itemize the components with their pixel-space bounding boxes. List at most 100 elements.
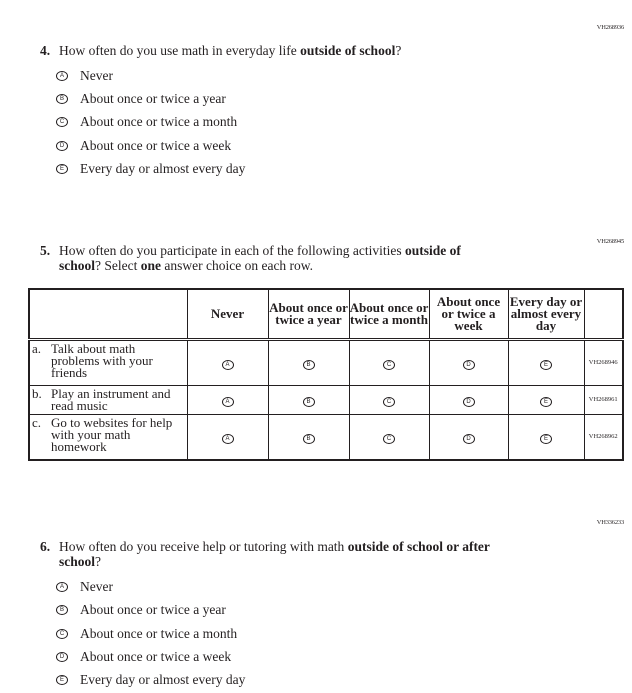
answer-option[interactable]: C About once or twice a month xyxy=(56,626,237,641)
row-letter: b. xyxy=(32,386,42,401)
answer-option[interactable]: E Every day or almost every day xyxy=(56,672,245,687)
answer-bubble-b[interactable]: B xyxy=(302,433,315,444)
question-text-line2: school? xyxy=(40,554,510,569)
row-text: Play an instrument and read music xyxy=(51,386,171,413)
option-label: Every day or almost every day xyxy=(80,161,246,176)
answer-cell: D xyxy=(428,339,509,386)
answer-option[interactable]: B About once or twice a year xyxy=(56,91,226,106)
row-label: b. Play an instrument and read music xyxy=(28,385,188,415)
option-label: About once or twice a week xyxy=(80,649,232,664)
answer-bubble-c[interactable]: C xyxy=(56,628,68,639)
text-segment: ? xyxy=(395,43,402,58)
answer-bubble-c[interactable]: C xyxy=(383,433,395,444)
text-segment: ? Select xyxy=(95,258,141,273)
answer-bubble-d[interactable]: D xyxy=(462,433,475,444)
answer-bubble-e[interactable]: E xyxy=(56,163,68,174)
item-code: VH268962 xyxy=(583,414,624,460)
answer-cell: E xyxy=(507,385,585,415)
answer-option[interactable]: D About once or twice a week xyxy=(56,649,231,664)
answer-bubble-e[interactable]: E xyxy=(56,674,68,685)
row-label: c. Go to websites for help with your math… xyxy=(28,414,188,460)
option-label: About once or twice a month xyxy=(80,114,238,129)
frequency-grid: Never About once or twice a year About onc… xyxy=(28,288,624,461)
emphasis-text: outside of school xyxy=(300,43,396,58)
answer-option[interactable]: E Every day or almost every day xyxy=(56,161,245,176)
question-number: 5. xyxy=(40,243,51,258)
question-4: 4. How often do you use math in everyday … xyxy=(40,43,510,58)
option-label: About once or twice a month xyxy=(80,626,238,641)
row-text: Talk about math problems with your frien… xyxy=(51,341,153,380)
answer-bubble-c[interactable]: C xyxy=(383,397,395,407)
answer-option[interactable]: C About once or twice a month xyxy=(56,114,237,129)
answer-bubble-b[interactable]: B xyxy=(302,360,315,370)
text-segment: How often do you participate in each of … xyxy=(59,243,406,258)
answer-bubble-d[interactable]: D xyxy=(462,360,475,370)
column-header: About once or twice a month xyxy=(348,288,430,340)
row-label: a. Talk about math problems with your fri… xyxy=(28,339,188,386)
answer-option[interactable]: A Never xyxy=(56,68,113,83)
answer-cell: E xyxy=(507,414,585,460)
answer-cell: A xyxy=(186,385,269,415)
option-label: About once or twice a year xyxy=(80,602,226,617)
answer-cell: E xyxy=(507,339,585,386)
answer-option[interactable]: B About once or twice a year xyxy=(56,602,226,617)
text-segment: answer choice on each row. xyxy=(161,258,314,273)
emphasis-text: school xyxy=(59,554,96,569)
row-text: Go to websites for help with your math h… xyxy=(51,415,173,454)
item-code: VH268936 xyxy=(596,24,624,31)
text-segment: ? xyxy=(95,554,102,569)
answer-bubble-e[interactable]: E xyxy=(540,433,552,444)
column-header: Never xyxy=(186,288,269,340)
answer-bubble-a[interactable]: A xyxy=(56,70,68,81)
item-code: VH268945 xyxy=(596,238,624,245)
answer-cell: A xyxy=(186,414,269,460)
answer-bubble-c[interactable]: C xyxy=(383,360,395,370)
answer-option[interactable]: A Never xyxy=(56,579,113,594)
option-label: About once or twice a week xyxy=(80,138,232,153)
answer-cell: A xyxy=(186,339,269,386)
answer-bubble-b[interactable]: B xyxy=(302,397,315,407)
row-letter: c. xyxy=(32,415,42,430)
answer-bubble-a[interactable]: A xyxy=(221,360,234,370)
column-header: About once or twice a year xyxy=(267,288,350,340)
question-6: 6. How often do you receive help or tutor… xyxy=(40,539,510,569)
emphasis-text: school xyxy=(59,258,96,273)
option-label: Never xyxy=(80,579,113,594)
column-header: Every day or almost every day xyxy=(507,288,585,340)
answer-bubble-d[interactable]: D xyxy=(56,140,68,151)
answer-bubble-d[interactable]: D xyxy=(56,651,68,662)
row-letter: a. xyxy=(32,341,42,356)
answer-cell: D xyxy=(428,414,509,460)
question-number: 4. xyxy=(40,43,51,58)
answer-cell: B xyxy=(267,339,350,386)
grid-header: Never About once or twice a year About onc… xyxy=(28,288,624,340)
emphasis-text: outside of xyxy=(405,243,461,258)
answer-bubble-d[interactable]: D xyxy=(462,397,475,407)
text-segment: How often do you use math in everyday li… xyxy=(59,43,301,58)
question-text: How often do you use math in everyday li… xyxy=(59,43,401,58)
answer-bubble-a[interactable]: A xyxy=(221,397,234,407)
header-blank xyxy=(28,288,188,340)
header-code-blank xyxy=(583,288,624,340)
answer-bubble-a[interactable]: A xyxy=(56,581,68,592)
answer-bubble-b[interactable]: B xyxy=(56,604,68,615)
answer-bubble-e[interactable]: E xyxy=(540,360,552,370)
option-label: About once or twice a year xyxy=(80,91,226,106)
question-text-line1: How often do you participate in each of … xyxy=(59,243,461,258)
answer-bubble-c[interactable]: C xyxy=(56,116,68,127)
item-code: VH268961 xyxy=(583,385,624,415)
answer-bubble-b[interactable]: B xyxy=(56,93,68,104)
question-text-line1: How often do you receive help or tutorin… xyxy=(59,539,490,554)
answer-bubble-e[interactable]: E xyxy=(540,397,552,407)
answer-bubble-a[interactable]: A xyxy=(221,433,234,444)
column-header: About once or twice a week xyxy=(428,288,509,340)
grid-row: a. Talk about math problems with your fri… xyxy=(28,339,624,386)
answer-cell: D xyxy=(428,385,509,415)
answer-cell: B xyxy=(267,385,350,415)
answer-cell: B xyxy=(267,414,350,460)
grid-row: b. Play an instrument and read music A B C D E… xyxy=(28,385,624,415)
answer-option[interactable]: D About once or twice a week xyxy=(56,138,231,153)
grid-row: c. Go to websites for help with your math… xyxy=(28,414,624,460)
emphasis-text: outside of school or after xyxy=(347,539,490,554)
